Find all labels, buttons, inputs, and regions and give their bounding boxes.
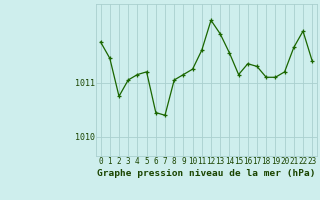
X-axis label: Graphe pression niveau de la mer (hPa): Graphe pression niveau de la mer (hPa) bbox=[97, 169, 316, 178]
